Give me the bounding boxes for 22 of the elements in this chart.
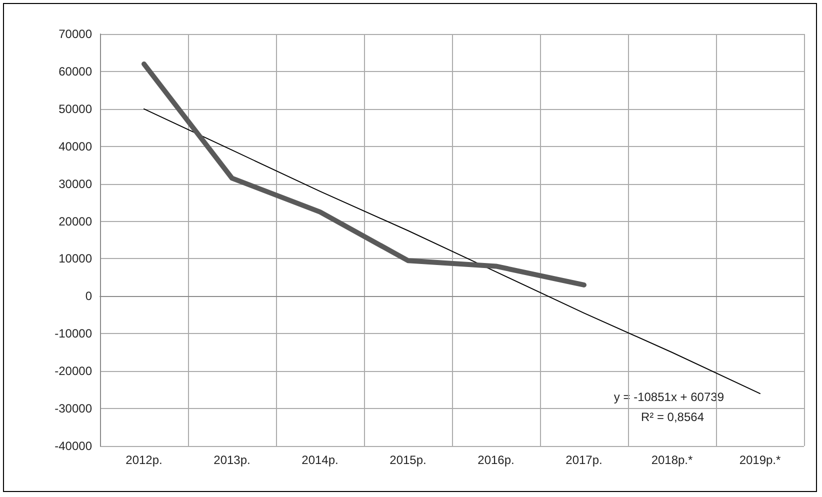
x-tick-label: 2015р. xyxy=(390,453,426,467)
y-tick-label: -30000 xyxy=(54,402,92,416)
y-tick-label: 50000 xyxy=(58,102,92,116)
x-tick-label: 2017р. xyxy=(566,453,602,467)
x-tick-label: 2013р. xyxy=(214,453,250,467)
x-tick-label: 2016р. xyxy=(478,453,514,467)
x-tick-label: 2018р.* xyxy=(651,453,694,467)
y-tick-label: 20000 xyxy=(58,214,92,228)
annotation: R² = 0,8564 xyxy=(640,410,704,424)
x-tick-label: 2019р.* xyxy=(739,453,782,467)
y-tick-label: 30000 xyxy=(58,176,92,191)
y-tick-label: -10000 xyxy=(54,326,92,341)
y-tick-label: 70000 xyxy=(58,27,92,41)
y-tick-label: 60000 xyxy=(58,64,92,78)
y-tick-label: 0 xyxy=(85,289,92,304)
y-tick-label: 10000 xyxy=(58,252,92,266)
y-tick-label: -40000 xyxy=(54,439,92,453)
y-tick-label: -20000 xyxy=(54,364,92,378)
x-tick-label: 2012р. xyxy=(126,453,162,467)
y-tick-label: 40000 xyxy=(58,139,92,154)
line-series xyxy=(144,108,760,394)
x-tick-label: 2014р. xyxy=(302,453,338,467)
